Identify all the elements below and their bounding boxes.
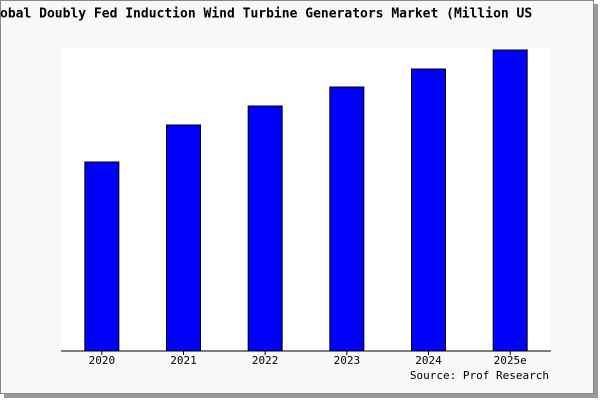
plot-area — [61, 48, 551, 351]
x-tick-label: 2021 — [170, 354, 197, 367]
bar — [492, 49, 528, 352]
bar — [166, 124, 201, 352]
x-tick-label: 2020 — [89, 354, 116, 367]
bar — [84, 161, 120, 352]
x-tick-label: 2024 — [415, 354, 442, 367]
x-tick-label: 2025e — [494, 354, 527, 367]
x-tick-label: 2022 — [252, 354, 279, 367]
bar — [329, 86, 365, 352]
source-note: Source: Prof Research — [410, 369, 549, 382]
bar — [247, 105, 283, 352]
x-tick-label: 2023 — [334, 354, 361, 367]
chart-title: obal Doubly Fed Induction Wind Turbine G… — [0, 7, 532, 22]
bar — [411, 68, 446, 352]
